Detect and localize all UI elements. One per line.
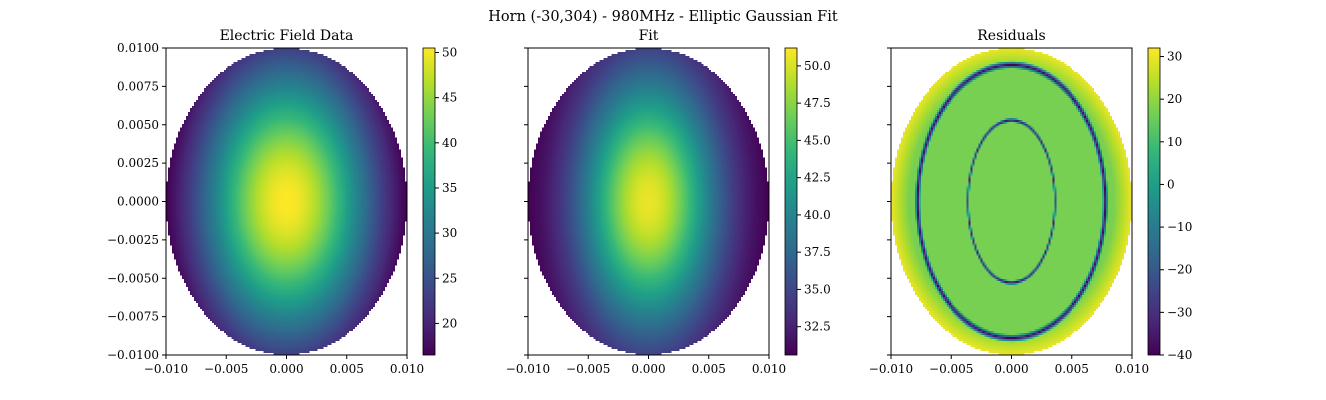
x-tick-label: 0.010 [752,362,786,376]
colorbar-tick-label: 45 [442,91,457,105]
heatmap-image [528,48,769,355]
y-tick-label: −0.0025 [107,233,159,247]
colorbar-tick-label: −30 [1167,305,1192,319]
y-tick-label: −0.0075 [107,310,159,324]
colorbar-tick-label: 32.5 [804,320,831,334]
x-tick-label: 0.000 [269,362,303,376]
panel-title: Electric Field Data [220,28,354,44]
y-tick-label: 0.0050 [117,118,159,132]
colorbar-tick-label: 35 [442,181,457,195]
x-tick-label: 0.010 [1115,362,1149,376]
panel-1: Electric Field Data −0.010 −0.005 0.000 0.00… [107,28,457,376]
x-tick-label: −0.005 [929,362,973,376]
x-tick-label: 0.005 [330,362,364,376]
colorbar [422,47,436,356]
colorbar-tick-label: −20 [1167,263,1192,277]
y-tick-label: 0.0075 [117,79,159,93]
x-tick-label: −0.005 [566,362,610,376]
x-tick-label: −0.010 [144,362,188,376]
panel-title: Fit [639,28,659,44]
x-tick-label: 0.010 [390,362,424,376]
x-tick-label: 0.000 [631,362,665,376]
colorbar-tick-label: 30 [1167,50,1182,64]
x-tick-label: 0.005 [1055,362,1089,376]
colorbar-tick-label: 20 [1167,92,1182,106]
colorbar-tick-label: 50 [442,46,457,60]
colorbar-tick-label: 20 [442,316,457,330]
colorbar-tick-label: −40 [1167,348,1192,362]
colorbar-tick-label: 35.0 [804,282,831,296]
panel-title: Residuals [977,28,1045,44]
colorbar-tick-label: 30 [442,226,457,240]
colorbar-tick-label: 45.0 [804,133,831,147]
y-tick-label: 0.0000 [117,195,159,209]
colorbar-tick-label: 25 [442,271,457,285]
colorbar-tick-label: 47.5 [804,96,831,110]
x-tick-label: −0.010 [869,362,913,376]
colorbar [1147,47,1161,356]
figure-suptitle: Horn (-30,304) - 980MHz - Elliptic Gauss… [488,9,838,25]
heatmap-image [891,48,1132,355]
y-tick-label: −0.0100 [107,348,159,362]
heatmap-image [166,48,407,355]
colorbar-tick-label: 40.0 [804,208,831,222]
x-tick-label: 0.000 [994,362,1028,376]
panel-2: Fit −0.010 −0.005 0.000 0.005 0.010 32.5 35.0 37… [506,28,831,376]
colorbar-tick-label: −10 [1167,220,1192,234]
colorbar-tick-label: 50.0 [804,59,831,73]
y-tick-label: 0.0100 [117,41,159,55]
x-tick-label: −0.010 [506,362,550,376]
panel-3: Residuals −0.010 −0.005 0.000 0.005 0.010 30 20… [869,28,1193,376]
x-tick-label: 0.005 [692,362,726,376]
colorbar-tick-label: 37.5 [804,245,831,259]
colorbar-tick-label: 10 [1167,135,1182,149]
colorbar-tick-label: 42.5 [804,171,831,185]
y-tick-label: 0.0025 [117,156,159,170]
colorbar-tick-label: 40 [442,136,457,150]
colorbar-tick-label: 0 [1167,177,1175,191]
colorbar [784,47,798,356]
x-tick-label: −0.005 [204,362,248,376]
y-tick-label: −0.0050 [107,271,159,285]
